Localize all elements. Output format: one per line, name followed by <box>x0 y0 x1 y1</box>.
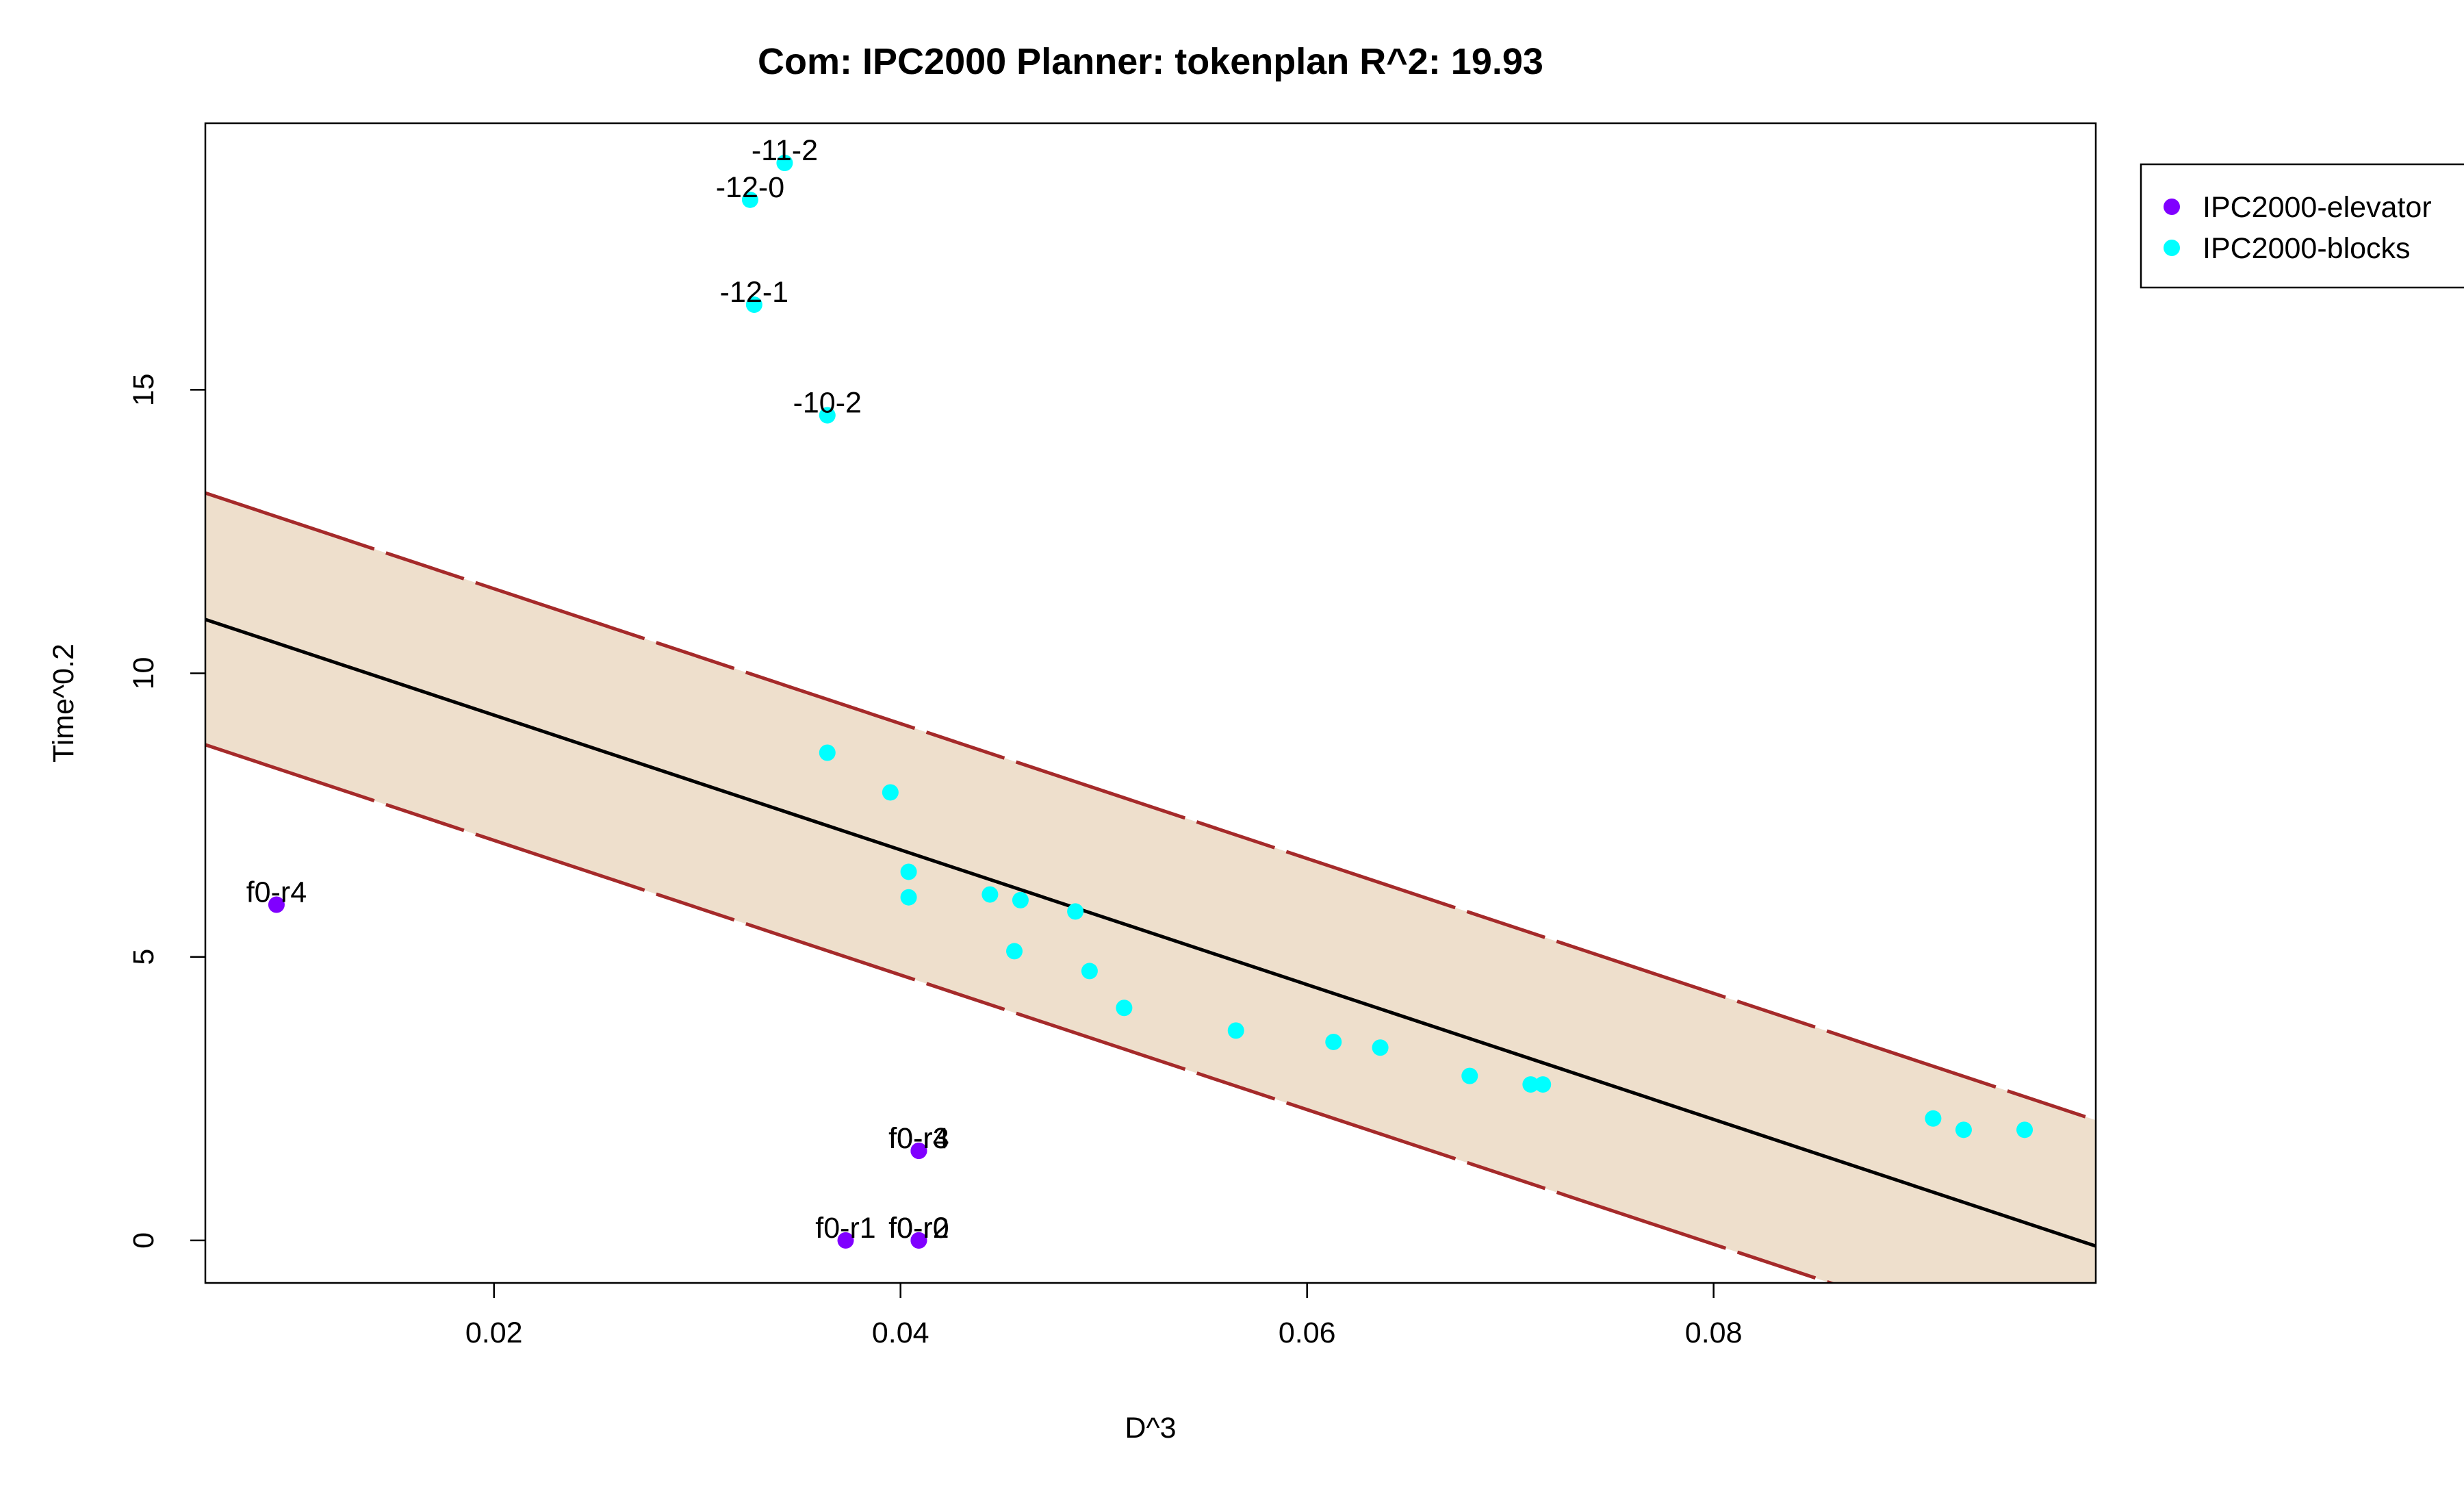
data-point <box>1227 1022 1244 1039</box>
fit-lines <box>205 491 2096 1283</box>
point-label: f0-r4 <box>888 1122 949 1155</box>
data-point <box>1461 1067 1478 1084</box>
legend: IPC2000-elevator IPC2000-blocks <box>2140 163 2464 289</box>
data-point <box>1325 1033 1342 1050</box>
band-upper-line <box>205 491 2096 1122</box>
point-label: f0-r0 <box>888 1212 949 1245</box>
data-point <box>900 889 917 906</box>
point-label: -12-1 <box>720 276 788 309</box>
data-point <box>1006 943 1023 960</box>
y-tick-label: 10 <box>127 657 160 690</box>
point-label: -12-0 <box>716 171 784 204</box>
data-point <box>819 407 836 424</box>
fit-line <box>205 618 2096 1248</box>
legend-label: IPC2000-elevator <box>2203 191 2432 224</box>
legend-box <box>2140 163 2464 289</box>
data-point <box>1012 891 1029 908</box>
legend-marker <box>2164 240 2180 256</box>
y-tick-label: 0 <box>127 1232 160 1249</box>
data-point <box>1955 1121 1972 1138</box>
x-axis: 0.02 0.04 0.06 0.08 <box>465 1283 1743 1349</box>
y-axis: 0 5 10 15 <box>127 373 205 1249</box>
prediction-band <box>205 493 2096 1283</box>
data-point <box>1067 903 1084 920</box>
y-tick-label: 15 <box>127 373 160 406</box>
data-point <box>1522 1076 1539 1093</box>
x-tick-label: 0.02 <box>465 1316 523 1349</box>
band-lower-line <box>205 743 1836 1283</box>
data-point <box>981 886 999 903</box>
point-label: f0-r2 <box>888 1212 949 1245</box>
data-point <box>882 784 899 801</box>
x-tick-label: 0.06 <box>1279 1316 1336 1349</box>
data-point <box>268 896 285 913</box>
data-point <box>745 296 762 314</box>
x-axis-title: D^3 <box>1125 1412 1176 1445</box>
point-label: f0-r1 <box>815 1212 875 1245</box>
point-label: -11-2 <box>752 134 818 167</box>
data-point <box>776 154 793 171</box>
data-point <box>819 744 836 761</box>
point-label: f0-r3 <box>888 1122 949 1155</box>
legend-label: IPC2000-blocks <box>2203 232 2411 265</box>
data-point <box>837 1232 854 1249</box>
data-point <box>910 1232 927 1249</box>
point-label: f0-r4 <box>246 876 307 908</box>
data-point <box>1372 1039 1389 1056</box>
data-point <box>2016 1121 2033 1138</box>
data-point <box>1535 1076 1552 1093</box>
x-tick-label: 0.04 <box>872 1316 929 1349</box>
data-point <box>900 863 917 880</box>
plot-frame <box>204 122 2097 1284</box>
data-point <box>741 191 758 208</box>
legend-marker <box>2164 199 2180 215</box>
chart-title: Com: IPC2000 Planner: tokenplan R^2: 19.… <box>758 41 1543 82</box>
data-point <box>1116 1000 1133 1017</box>
data-point <box>1081 963 1098 980</box>
y-tick-label: 5 <box>127 949 160 965</box>
data-point <box>910 1142 927 1159</box>
x-tick-label: 0.08 <box>1685 1316 1743 1349</box>
data-points <box>268 154 2033 1249</box>
data-point <box>1925 1110 1942 1127</box>
y-axis-title: Time^0.2 <box>47 644 80 763</box>
band-fill <box>205 493 2096 1283</box>
point-label: -10-2 <box>793 387 862 420</box>
